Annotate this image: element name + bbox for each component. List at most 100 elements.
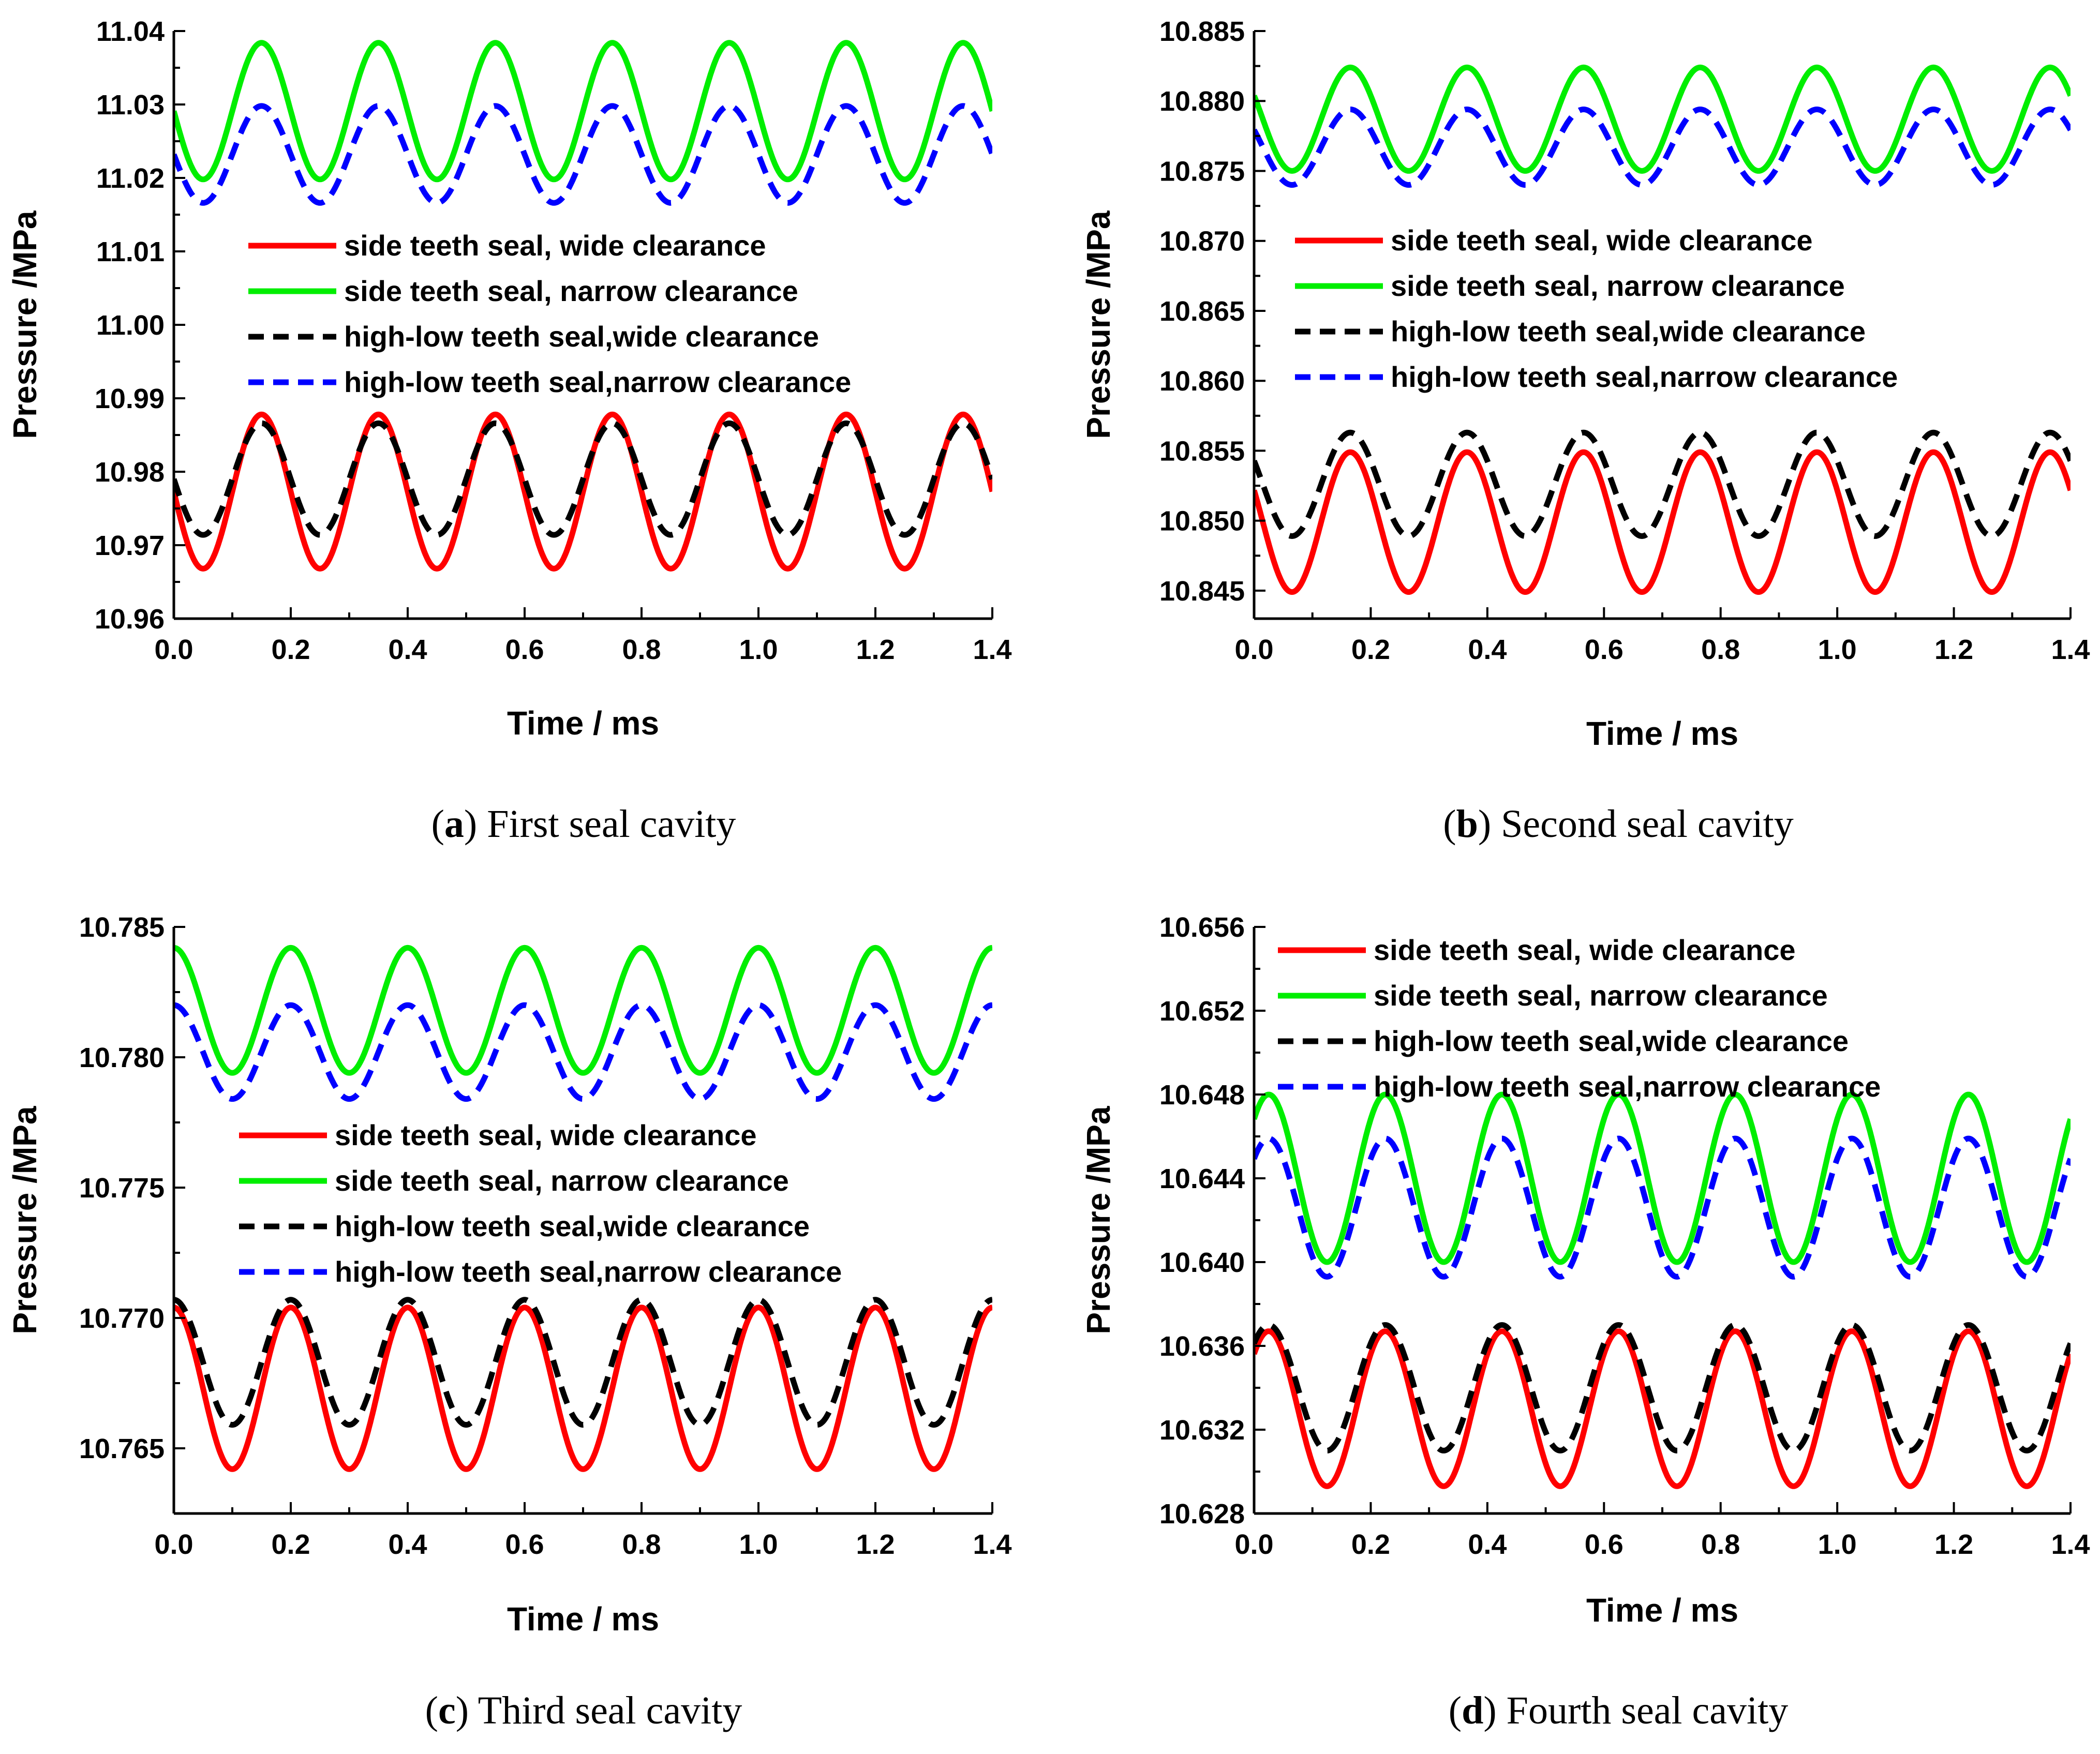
legend: side teeth seal, wide clearance side teet… bbox=[1278, 934, 1881, 1103]
y-tick-label: 10.785 bbox=[79, 912, 165, 943]
series-line-1 bbox=[174, 411, 992, 572]
y-tick-label: 10.97 bbox=[95, 530, 165, 561]
x-tick-label: 1.4 bbox=[2051, 1529, 2090, 1560]
x-axis-title: Time / ms bbox=[1586, 715, 1738, 752]
x-tick-label: 1.0 bbox=[739, 1529, 778, 1560]
x-tick-label: 0.8 bbox=[622, 634, 661, 665]
x-tick-label: 0.4 bbox=[1468, 1529, 1507, 1560]
caption-title: Third seal cavity bbox=[478, 1689, 742, 1732]
y-tick-label: 10.636 bbox=[1159, 1331, 1245, 1362]
x-tick-label: 1.2 bbox=[1934, 1529, 1973, 1560]
x-tick-label: 0.8 bbox=[622, 1529, 661, 1560]
y-tick-label: 10.640 bbox=[1159, 1247, 1245, 1278]
caption-letter: d bbox=[1462, 1689, 1483, 1732]
y-tick-label: 10.850 bbox=[1159, 506, 1245, 537]
caption-letter: a bbox=[444, 802, 464, 846]
series-line-4 bbox=[174, 103, 992, 206]
x-tick-label: 1.2 bbox=[1934, 634, 1973, 665]
panel-caption: (d) Fourth seal cavity bbox=[1449, 1689, 1788, 1732]
x-tick-label: 0.8 bbox=[1701, 634, 1740, 665]
y-tick-label: 10.870 bbox=[1159, 226, 1245, 257]
y-tick-label: 10.855 bbox=[1159, 436, 1245, 467]
series-line-2 bbox=[174, 945, 992, 1076]
x-tick-label: 1.0 bbox=[1818, 1529, 1857, 1560]
y-tick-label: 10.770 bbox=[79, 1303, 165, 1334]
y-tick-label: 10.765 bbox=[79, 1433, 165, 1464]
panel-caption: (b) Second seal cavity bbox=[1443, 802, 1794, 846]
y-tick-label: 11.02 bbox=[96, 163, 165, 194]
x-tick-label: 1.2 bbox=[856, 634, 895, 665]
x-tick-label: 1.2 bbox=[856, 1529, 895, 1560]
legend-label-2: side teeth seal, narrow clearance bbox=[344, 275, 798, 307]
y-axis-title: Pressure /MPa bbox=[6, 211, 43, 439]
y-tick-label: 10.885 bbox=[1159, 16, 1245, 47]
legend-label-2: side teeth seal, narrow clearance bbox=[1374, 979, 1828, 1012]
series-line-4 bbox=[174, 1002, 992, 1102]
legend-label-1: side teeth seal, wide clearance bbox=[335, 1119, 757, 1151]
chart-panel-c: 0.0 0.2 0.4 0.6 0.8 1.0 1.2 1.4 10.765 10.770 10.7… bbox=[6, 912, 1012, 1732]
x-axis-title: Time / ms bbox=[507, 704, 659, 742]
x-tick-label: 0.6 bbox=[1585, 1529, 1624, 1560]
legend-label-2: side teeth seal, narrow clearance bbox=[1391, 269, 1845, 302]
y-tick-label: 10.845 bbox=[1159, 576, 1245, 607]
x-tick-label: 1.0 bbox=[739, 634, 778, 665]
y-tick-label: 10.652 bbox=[1159, 996, 1245, 1027]
x-tick-label: 1.4 bbox=[973, 1529, 1011, 1560]
caption-title: First seal cavity bbox=[487, 802, 736, 846]
y-tick-label: 10.880 bbox=[1159, 86, 1245, 117]
x-tick-label: 0.4 bbox=[388, 1529, 427, 1560]
y-tick-label: 10.632 bbox=[1159, 1415, 1245, 1446]
legend: side teeth seal, wide clearance side teet… bbox=[248, 229, 851, 398]
x-tick-label: 0.2 bbox=[1351, 634, 1390, 665]
x-tick-label: 0.0 bbox=[1234, 634, 1273, 665]
y-tick-label: 11.01 bbox=[96, 236, 165, 267]
legend-label-4: high-low teeth seal,narrow clearance bbox=[344, 366, 851, 398]
x-tick-label: 0.6 bbox=[1585, 634, 1624, 665]
series-line-1 bbox=[174, 1305, 992, 1472]
y-tick-label: 10.865 bbox=[1159, 296, 1245, 327]
plot-area bbox=[1254, 1091, 2071, 1489]
x-tick-label: 0.2 bbox=[271, 1529, 310, 1560]
y-axis-title: Pressure /MPa bbox=[6, 1106, 43, 1335]
x-tick-label: 0.6 bbox=[505, 1529, 544, 1560]
legend: side teeth seal, wide clearance side teet… bbox=[239, 1119, 842, 1288]
legend-label-3: high-low teeth seal,wide clearance bbox=[335, 1210, 810, 1242]
plot-area bbox=[174, 945, 992, 1472]
x-tick-label: 0.6 bbox=[505, 634, 544, 665]
series-line-3 bbox=[1254, 429, 2071, 539]
x-tick-label: 0.0 bbox=[1234, 1529, 1273, 1560]
legend-label-4: high-low teeth seal,narrow clearance bbox=[335, 1255, 842, 1288]
caption-title: Fourth seal cavity bbox=[1507, 1689, 1789, 1732]
plot-area bbox=[174, 40, 992, 572]
series-line-3 bbox=[174, 1297, 992, 1428]
panel-caption: (a) First seal cavity bbox=[431, 802, 736, 846]
x-axis-title: Time / ms bbox=[1586, 1592, 1738, 1629]
series-line-2 bbox=[1254, 1091, 2071, 1265]
x-tick-label: 0.2 bbox=[1351, 1529, 1390, 1560]
y-tick-label: 10.780 bbox=[79, 1042, 165, 1073]
legend-label-3: high-low teeth seal,wide clearance bbox=[344, 320, 819, 353]
x-tick-label: 0.4 bbox=[388, 634, 427, 665]
y-tick-label: 10.656 bbox=[1159, 912, 1245, 943]
x-tick-label: 0.4 bbox=[1468, 634, 1507, 665]
series-line-4 bbox=[1254, 107, 2071, 188]
x-tick-label: 1.4 bbox=[973, 634, 1011, 665]
chart-panel-d: 0.0 0.2 0.4 0.6 0.8 1.0 1.2 1.4 10.628 10.632 10.6… bbox=[1080, 912, 2090, 1732]
series-line-4 bbox=[1254, 1135, 2071, 1280]
caption-letter: c bbox=[438, 1689, 456, 1732]
legend-label-1: side teeth seal, wide clearance bbox=[344, 229, 766, 262]
legend: side teeth seal, wide clearance side teet… bbox=[1295, 224, 1898, 393]
panel-caption: (c) Third seal cavity bbox=[425, 1689, 742, 1732]
legend-label-3: high-low teeth seal,wide clearance bbox=[1391, 315, 1866, 348]
y-axis-title: Pressure /MPa bbox=[1080, 1106, 1117, 1335]
chart-panel-b: 0.0 0.2 0.4 0.6 0.8 1.0 1.2 1.4 10.845 10.850 10.8… bbox=[1080, 16, 2090, 846]
y-tick-label: 10.628 bbox=[1159, 1498, 1245, 1530]
y-tick-label: 10.644 bbox=[1159, 1163, 1245, 1194]
y-tick-label: 10.648 bbox=[1159, 1080, 1245, 1111]
series-line-1 bbox=[1254, 1328, 2071, 1489]
chart-panel-a: 0.0 0.2 0.4 0.6 0.8 1.0 1.2 1.4 10.96 10.97 10.98 1… bbox=[6, 16, 1012, 846]
caption-letter: b bbox=[1456, 802, 1478, 846]
x-axis-title: Time / ms bbox=[507, 1600, 659, 1638]
legend-label-4: high-low teeth seal,narrow clearance bbox=[1374, 1070, 1881, 1103]
